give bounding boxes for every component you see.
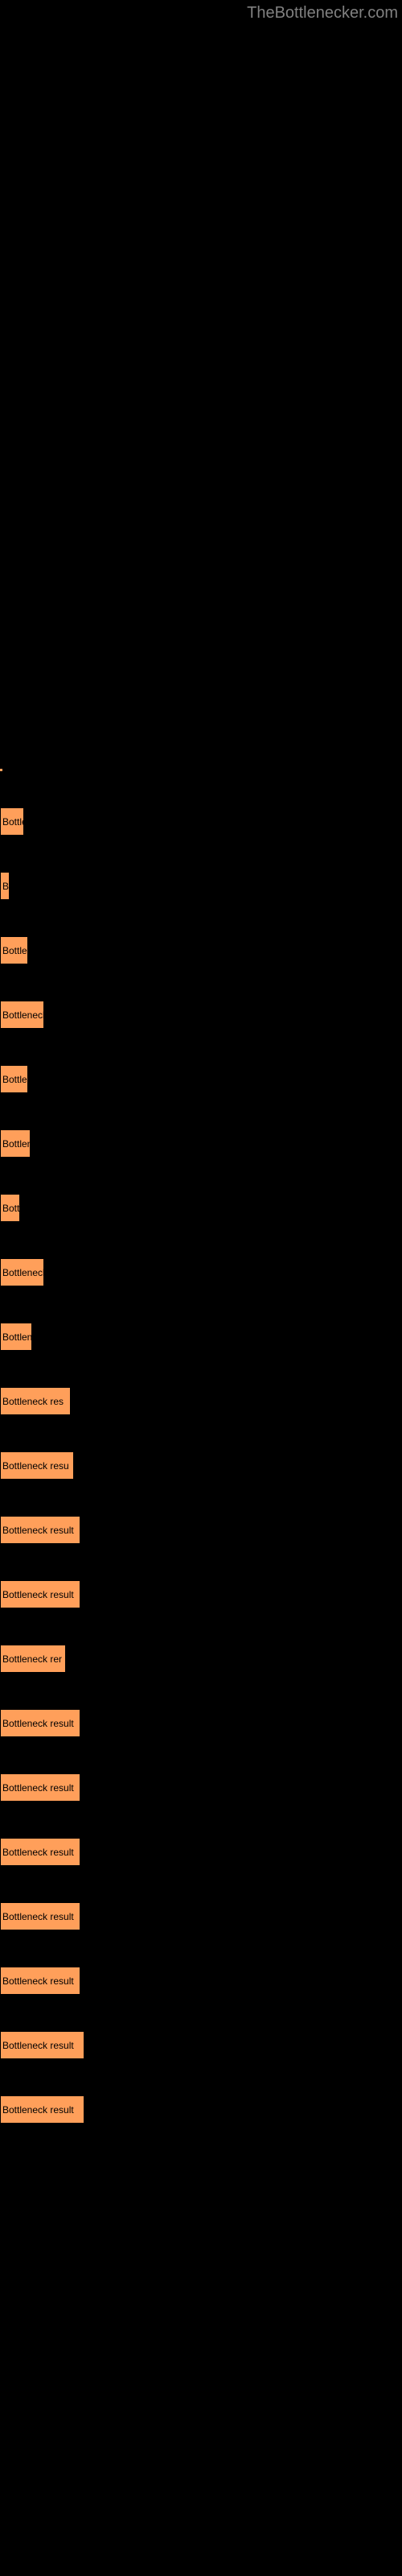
bar-label: Bottleneck: [2, 1009, 44, 1021]
bar-row: Bottleneck result: [0, 1580, 402, 1608]
bar-label: Bottlene: [2, 1138, 31, 1150]
bar-label: Bott: [2, 1203, 19, 1214]
bar-row: Bottle: [0, 807, 402, 836]
bar-label: Bottleneck result: [2, 1718, 74, 1729]
bar-row: Bottleneck result: [0, 1902, 402, 1930]
bar-item: Bottleneck rer: [0, 1645, 66, 1673]
bar-row: Bottleneck res: [0, 1387, 402, 1415]
bar-item: Bottleneck result: [0, 1709, 80, 1737]
bar-item: Bottleneck result: [0, 1773, 80, 1802]
bar-item: Bottleneck result: [0, 1902, 80, 1930]
bar-item: B: [0, 872, 10, 900]
bar-row: Bottleneck: [0, 1258, 402, 1286]
bar-row: Bottleneck result: [0, 2095, 402, 2124]
bar-row: Bottleneck rer: [0, 1645, 402, 1673]
bar-label: Bottleneck res: [2, 1396, 64, 1407]
bar-row: Bott: [0, 1194, 402, 1222]
watermark-text: TheBottlenecker.com: [247, 4, 398, 23]
bar-row: Bottleneck result: [0, 1773, 402, 1802]
bar-label: Bottleneck result: [2, 2040, 74, 2051]
bar-label: Bottleneck result: [2, 1525, 74, 1536]
bar-item: Bottlene: [0, 1323, 32, 1351]
bar-label: Bottle: [2, 816, 24, 828]
bar-item: Bottleneck result: [0, 1580, 80, 1608]
bar-label: Bottlene: [2, 1331, 32, 1343]
bar-row: B: [0, 872, 402, 900]
bar-item: Bottleneck: [0, 1001, 44, 1029]
bar-label: Bottleneck result: [2, 1782, 74, 1794]
bar-item: [0, 769, 2, 771]
bar-item: Bottlen: [0, 936, 28, 964]
bar-label: B: [2, 881, 9, 892]
bar-row: Bottleneck: [0, 1001, 402, 1029]
bar-row: Bottleneck result: [0, 1516, 402, 1544]
bar-item: Bottleneck result: [0, 1967, 80, 1995]
bar-label: Bottlen: [2, 1074, 28, 1085]
bar-item: Bottleneck res: [0, 1387, 71, 1415]
bar-label: Bottleneck resu: [2, 1460, 69, 1472]
bar-item: Bottleneck result: [0, 2031, 84, 2059]
bar-row: Bottlen: [0, 936, 402, 964]
bar-row: Bottleneck result: [0, 1967, 402, 1995]
bar-label: Bottleneck result: [2, 1975, 74, 1987]
bar-label: Bottleneck result: [2, 1911, 74, 1922]
bar-item: Bott: [0, 1194, 20, 1222]
bar-label: Bottleneck result: [2, 1589, 74, 1600]
bar-item: Bottleneck result: [0, 2095, 84, 2124]
bar-chart: Bottle B Bottlen Bottleneck Bottlen Bottlene B…: [0, 0, 402, 2124]
bar-row: Bottleneck result: [0, 1838, 402, 1866]
bar-row: Bottleneck result: [0, 1709, 402, 1737]
bar-item: Bottleneck result: [0, 1838, 80, 1866]
bar-label: Bottleneck result: [2, 2104, 74, 2116]
bar-row: Bottleneck result: [0, 2031, 402, 2059]
bar-item: Bottleneck: [0, 1258, 44, 1286]
bar-label: Bottlen: [2, 945, 28, 956]
bar-label: Bottleneck: [2, 1267, 44, 1278]
bar-item: Bottlen: [0, 1065, 28, 1093]
bar-label: Bottleneck result: [2, 1847, 74, 1858]
bar-item: Bottlene: [0, 1129, 31, 1158]
bar-label: Bottleneck rer: [2, 1653, 62, 1665]
bar-row: Bottleneck resu: [0, 1451, 402, 1480]
bar-item: Bottleneck resu: [0, 1451, 74, 1480]
bar-row: Bottlen: [0, 1065, 402, 1093]
bar-item: Bottleneck result: [0, 1516, 80, 1544]
bar-row: Bottlene: [0, 1129, 402, 1158]
bar-row: Bottlene: [0, 1323, 402, 1351]
bar-item: Bottle: [0, 807, 24, 836]
